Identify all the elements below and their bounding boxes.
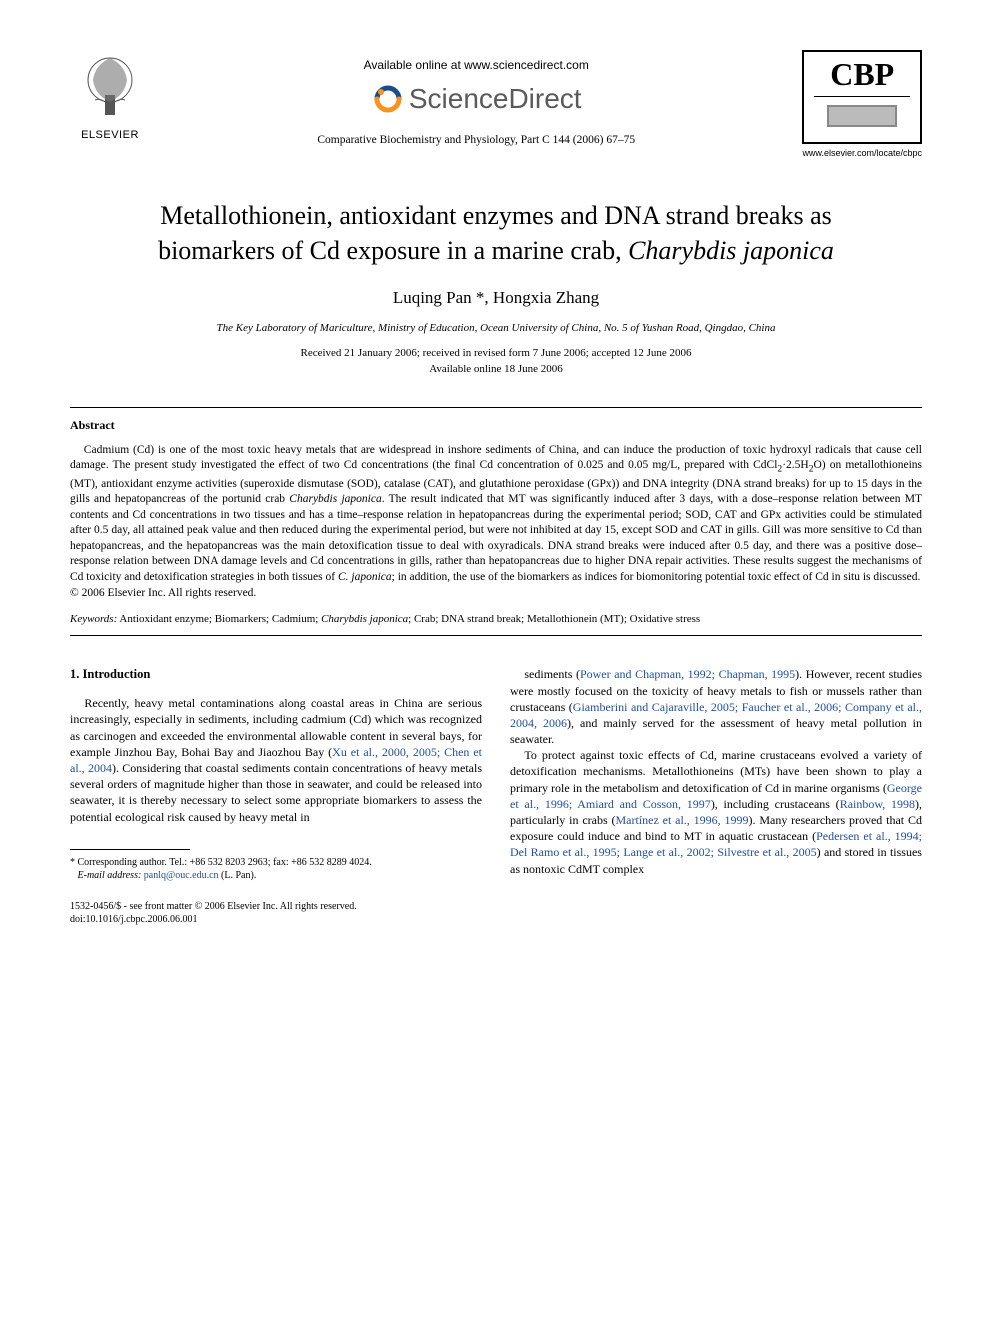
intro-paragraph-1: Recently, heavy metal contaminations alo… [70, 695, 482, 825]
available-online-text: Available online at www.sciencedirect.co… [150, 58, 802, 72]
body-columns: 1. Introduction Recently, heavy metal co… [70, 666, 922, 926]
divider [70, 407, 922, 408]
affiliation: The Key Laboratory of Mariculture, Minis… [70, 322, 922, 334]
keywords: Keywords: Antioxidant enzyme; Biomarkers… [70, 613, 922, 625]
dates-online: Available online 18 June 2006 [70, 362, 922, 377]
cbp-url: www.elsevier.com/locate/cbpc [802, 148, 922, 158]
sciencedirect-icon [371, 82, 405, 116]
intro-paragraph-2: To protect against toxic effects of Cd, … [510, 747, 922, 877]
abstract-text: Cadmium (Cd) is one of the most toxic he… [70, 443, 922, 585]
keywords-list: Antioxidant enzyme; Biomarkers; Cadmium;… [119, 613, 700, 625]
corr-email-who: (L. Pan). [221, 870, 256, 881]
page-header: ELSEVIER Available online at www.science… [70, 50, 922, 158]
article-title: Metallothionein, antioxidant enzymes and… [130, 198, 862, 268]
divider [70, 635, 922, 636]
intro-paragraph-1-cont: sediments (Power and Chapman, 1992; Chap… [510, 666, 922, 747]
cbp-label: CBP [814, 58, 910, 90]
column-left: 1. Introduction Recently, heavy metal co… [70, 666, 482, 926]
footnote-rule [70, 849, 190, 850]
section-heading-intro: 1. Introduction [70, 666, 482, 683]
cbp-journal-icon [817, 101, 907, 131]
column-right: sediments (Power and Chapman, 1992; Chap… [510, 666, 922, 926]
corr-email[interactable]: panlq@ouc.edu.cn [144, 870, 219, 881]
elsevier-logo: ELSEVIER [70, 50, 150, 141]
article-dates: Received 21 January 2006; received in re… [70, 346, 922, 377]
journal-citation-line: Comparative Biochemistry and Physiology,… [150, 134, 802, 146]
footer-doi: doi:10.1016/j.cbpc.2006.06.001 [70, 913, 482, 927]
dates-received: Received 21 January 2006; received in re… [70, 346, 922, 361]
sciencedirect-label: ScienceDirect [409, 83, 582, 115]
email-label: E-mail address: [78, 870, 142, 881]
footer-copyright: 1532-0456/$ - see front matter © 2006 El… [70, 900, 482, 914]
copyright: © 2006 Elsevier Inc. All rights reserved… [70, 587, 922, 599]
center-header: Available online at www.sciencedirect.co… [150, 50, 802, 146]
corresponding-author-footnote: * Corresponding author. Tel.: +86 532 82… [70, 856, 482, 882]
authors: Luqing Pan *, Hongxia Zhang [70, 288, 922, 308]
elsevier-tree-icon [75, 50, 145, 120]
cbp-logo-block: CBP www.elsevier.com/locate/cbpc [802, 50, 922, 158]
abstract-heading: Abstract [70, 418, 922, 433]
page-footer: 1532-0456/$ - see front matter © 2006 El… [70, 900, 482, 927]
keywords-label: Keywords: [70, 613, 117, 625]
elsevier-label: ELSEVIER [70, 129, 150, 141]
corr-author-line: * Corresponding author. Tel.: +86 532 82… [70, 856, 482, 869]
